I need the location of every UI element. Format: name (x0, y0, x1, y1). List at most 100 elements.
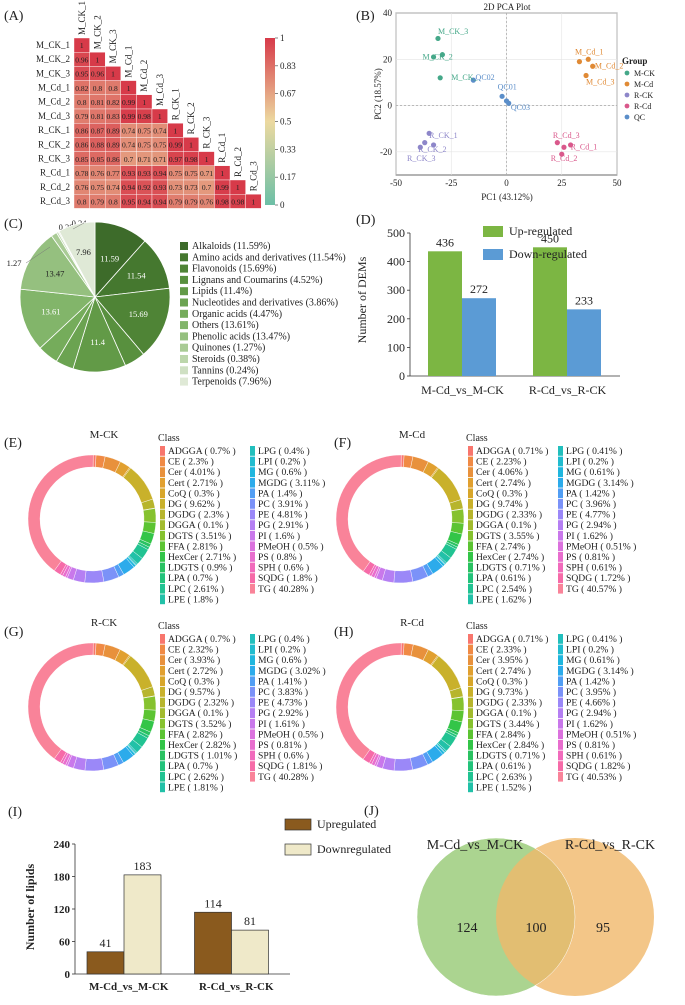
donut-legend-label: LDGTS ( 0.9% ) (168, 563, 232, 574)
heatmap-row-label: R_CK_1 (38, 125, 70, 135)
pca-ytick-label: 40 (383, 8, 393, 18)
heatmap-col-label: R_CK_3 (202, 116, 212, 149)
venn-diagram: M-Cd_vs_M-CK R-Cd_vs_R-CK 124 100 95 (416, 837, 655, 997)
pca-point (585, 56, 591, 62)
donut-segment (431, 655, 462, 692)
lipid-ylabel: Number of lipids (23, 863, 37, 950)
donut-legend-swatch (160, 782, 165, 793)
bar (428, 251, 462, 376)
lipid-bar-chart: Number of lipids 0 60 120 180 240 41 183 M-Cd_v… (23, 817, 391, 993)
donut-legend-swatch (160, 467, 165, 477)
donut-legend-swatch (250, 583, 255, 594)
donut-legend-label: LPC ( 2.63% ) (476, 772, 532, 783)
donut-legend-label: MG ( 0.61% ) (566, 467, 620, 478)
heatmap-cell-value: 0.96 (91, 70, 104, 79)
heatmap-cell-value: 1 (174, 126, 178, 135)
donut-legend-swatch (468, 594, 473, 605)
donut-legend-label: Cert ( 2.71% ) (168, 478, 223, 489)
panel-label-d: (D) (356, 213, 376, 228)
venn-set-right-label: R-Cd_vs_R-CK (565, 838, 655, 853)
donut-legend-swatch (250, 552, 255, 562)
heatmap-cell-value: 0.75 (138, 141, 151, 150)
donut-legend-swatch (160, 541, 165, 552)
pie-legend-label: Tannins (0.24%) (192, 365, 259, 376)
pca-ytick-label: -20 (380, 147, 392, 157)
bar-legend-label: Downregulated (317, 842, 391, 856)
donut-segment (27, 454, 94, 571)
pie-slice-label: 11.4 (90, 337, 105, 347)
heatmap-cell-value: 0.98 (216, 197, 229, 206)
donut-legend-swatch (250, 697, 255, 708)
donut-legend-label: TG ( 40.53% ) (566, 772, 622, 783)
heatmap-cell-value: 0.75 (91, 183, 104, 192)
donut-legend-label: ADGGA ( 0.71% ) (476, 634, 548, 645)
bar-ytick-label: 0 (399, 369, 405, 383)
donut-segment (451, 696, 465, 712)
donut-legend-swatch (160, 771, 165, 782)
donut-legend-swatch (250, 708, 255, 718)
dems-bar-chart: Number of DEMs 0 100 200 300 400 500 436 272 M-C… (355, 224, 620, 397)
bar (86, 951, 125, 975)
heatmap-cell-value: 0.77 (106, 169, 119, 178)
pie-legend-swatch (180, 309, 188, 318)
donut-legend-label: Cer ( 4.06% ) (476, 467, 528, 478)
venn-overlap: 100 (526, 921, 547, 936)
donut-legend-swatch (250, 499, 255, 509)
donut-legend-label: LDGTS ( 0.71% ) (476, 563, 545, 574)
heatmap-cell-value: 0.96 (75, 55, 88, 64)
donut-legend-label: MGDG ( 3.14% ) (566, 666, 634, 677)
donut-legend-label: PS ( 0.8% ) (258, 552, 302, 563)
heatmap-cell-value: 0.94 (138, 197, 151, 206)
donut-legend-label: PE ( 4.73% ) (258, 698, 308, 709)
donut-legend-label: HexCer ( 2.71% ) (168, 552, 236, 563)
heatmap-col-label: R_Cd_1 (217, 133, 227, 163)
donut-legend-label: PS ( 0.81% ) (566, 740, 615, 751)
heatmap-row-label: R_Cd_3 (40, 196, 71, 206)
donut-legend-swatch (160, 488, 165, 499)
pca-point (583, 72, 589, 79)
panel-label-g: (G) (4, 625, 24, 640)
donut-legend-label: LPA ( 0.61% ) (476, 573, 531, 584)
panel-label-e: (E) (4, 436, 22, 451)
donut-class-header: Class (466, 621, 488, 632)
pca-point-label: QC03 (511, 103, 530, 112)
donut-legend-swatch (160, 644, 165, 655)
donut-legend-swatch (468, 552, 473, 562)
pca-point (499, 93, 505, 99)
donut-legend-label: PMeOH ( 0.51% ) (566, 729, 636, 740)
pca-legend-label: M-CK (634, 69, 655, 78)
pie-legend-label: Phenolic acids (13.47%) (192, 331, 290, 342)
pca-xlabel: PC1 (43.12%) (481, 192, 533, 202)
pca-point-label: R_CK_3 (407, 154, 435, 163)
bar-value-label: 272 (470, 282, 488, 296)
heatmap-cell-value: 0.79 (75, 112, 88, 121)
pie-legend-label: Quinones (1.27%) (192, 343, 265, 354)
donut-legend-swatch (250, 477, 255, 488)
donut-legend-label: SPH ( 0.6% ) (258, 563, 309, 574)
donut-legend-label: LPE ( 1.8% ) (168, 594, 219, 605)
donut-legend-swatch (468, 655, 473, 665)
heatmap-cell-value: 0.98 (231, 197, 244, 206)
donut-legend-label: DGTS ( 3.55% ) (476, 531, 539, 542)
heatmap-row-label: M_CK_1 (36, 40, 70, 50)
donut-legend-label: FFA ( 2.84% ) (476, 729, 531, 740)
donut-legend-label: PC ( 3.91% ) (258, 499, 308, 510)
donut-legend-label: LPE ( 1.81% ) (168, 782, 223, 793)
donut-legend-label: Cer ( 4.01% ) (168, 467, 220, 478)
pca-legend-swatch (624, 70, 630, 76)
heatmap-cell-value: 0.71 (138, 155, 151, 164)
bar-value-label: 41 (100, 936, 112, 950)
pca-point-label: R_Cd_1 (571, 143, 598, 152)
donut-legend-label: DG ( 9.57% ) (168, 687, 220, 698)
donut-legend-swatch (160, 687, 165, 697)
pie-slice-label: 15.69 (129, 309, 148, 319)
bar-ytick-label: 300 (387, 283, 405, 297)
donut-legend-swatch (468, 446, 473, 456)
heatmap-col-label: M_Cd_3 (155, 73, 165, 106)
metabolite-class-pie: 11.59 11.54 15.69 4.52 11.4 3.86 4.47 13.61 13.4… (7, 218, 346, 388)
donut-legend-swatch (558, 729, 563, 740)
donut-legend-swatch (250, 729, 255, 740)
donut-legend-swatch (558, 676, 563, 687)
donut-legend-swatch (250, 488, 255, 499)
donut-legend-swatch (558, 477, 563, 488)
